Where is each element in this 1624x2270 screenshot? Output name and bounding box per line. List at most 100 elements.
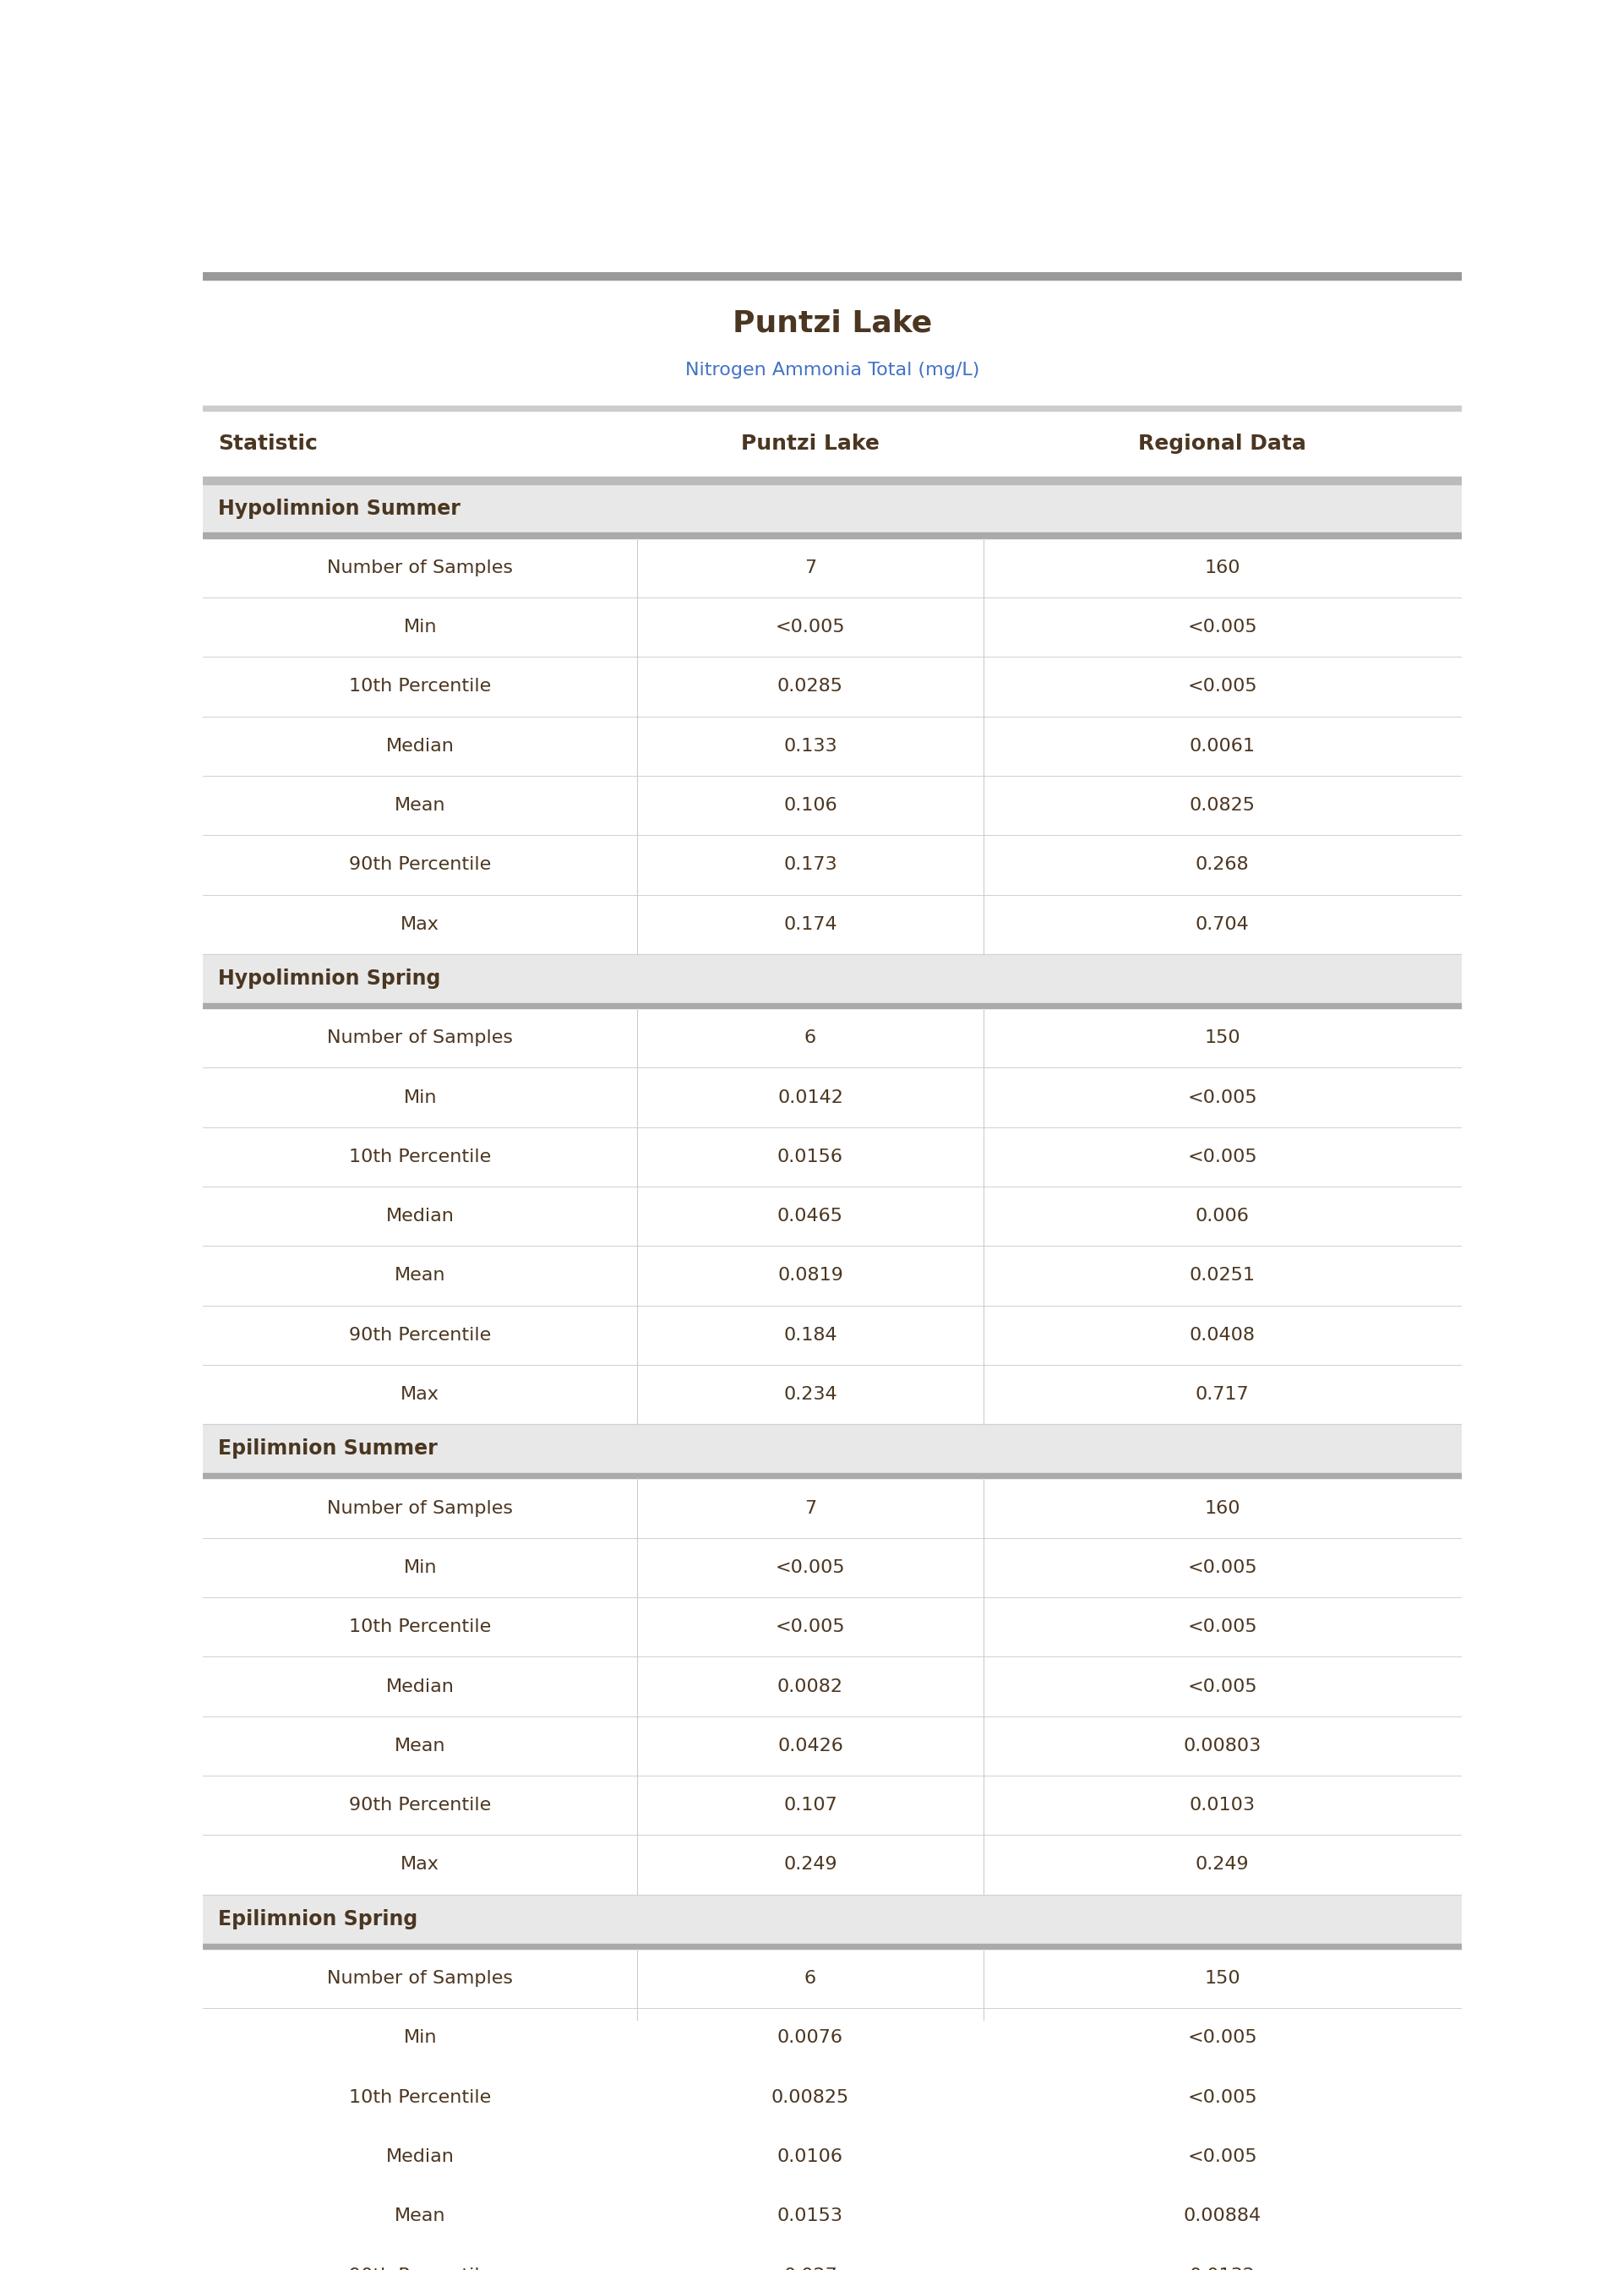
Text: Median: Median	[387, 2147, 455, 2166]
Text: <0.005: <0.005	[1187, 1149, 1257, 1165]
Text: <0.005: <0.005	[1187, 679, 1257, 695]
Text: Nitrogen Ammonia Total (mg/L): Nitrogen Ammonia Total (mg/L)	[685, 361, 979, 379]
Bar	[203, 953, 1462, 1003]
Text: 0.174: 0.174	[783, 915, 836, 933]
Text: 90th Percentile: 90th Percentile	[349, 2268, 490, 2270]
Text: 0.0082: 0.0082	[778, 1678, 843, 1696]
Bar	[203, 1895, 1462, 1943]
Text: Epilimnion Spring: Epilimnion Spring	[218, 1909, 417, 1930]
Text: <0.005: <0.005	[1187, 1559, 1257, 1575]
Bar	[203, 484, 1462, 533]
Text: 0.133: 0.133	[783, 738, 836, 754]
Text: 160: 160	[1205, 558, 1241, 577]
Text: 0.0061: 0.0061	[1189, 738, 1255, 754]
Text: Number of Samples: Number of Samples	[326, 1970, 513, 1986]
Text: Mean: Mean	[395, 1267, 445, 1285]
Bar	[203, 477, 1462, 484]
Text: Min: Min	[403, 1090, 437, 1105]
Bar	[203, 1003, 1462, 1008]
Text: 0.00825: 0.00825	[771, 2088, 849, 2107]
Text: Max: Max	[401, 1387, 440, 1403]
Text: 10th Percentile: 10th Percentile	[349, 2088, 490, 2107]
Text: Hypolimnion Summer: Hypolimnion Summer	[218, 497, 461, 518]
Text: 0.249: 0.249	[783, 1857, 836, 1873]
Text: 0.00884: 0.00884	[1184, 2209, 1262, 2225]
Text: 0.00803: 0.00803	[1184, 1737, 1262, 1755]
Bar	[203, 406, 1462, 411]
Text: Max: Max	[401, 915, 440, 933]
Text: Mean: Mean	[395, 1737, 445, 1755]
Text: 10th Percentile: 10th Percentile	[349, 679, 490, 695]
Text: 0.173: 0.173	[783, 856, 836, 874]
Text: Mean: Mean	[395, 797, 445, 815]
Text: 0.0251: 0.0251	[1189, 1267, 1255, 1285]
Text: 0.0408: 0.0408	[1189, 1326, 1255, 1344]
Text: 6: 6	[804, 1031, 817, 1046]
Text: 6: 6	[804, 1970, 817, 1986]
Bar	[203, 1473, 1462, 1478]
Text: 0.106: 0.106	[783, 797, 838, 815]
Text: 0.0285: 0.0285	[778, 679, 843, 695]
Text: Median: Median	[387, 738, 455, 754]
Text: 90th Percentile: 90th Percentile	[349, 1798, 490, 1814]
Bar	[203, 533, 1462, 538]
Text: 160: 160	[1205, 1500, 1241, 1516]
Bar	[203, 272, 1462, 279]
Text: Statistic: Statistic	[218, 434, 318, 454]
Text: 150: 150	[1205, 1970, 1241, 1986]
Text: <0.005: <0.005	[775, 1559, 844, 1575]
Text: 10th Percentile: 10th Percentile	[349, 1149, 490, 1165]
Text: 7: 7	[804, 558, 817, 577]
Text: <0.005: <0.005	[1187, 2088, 1257, 2107]
Text: <0.005: <0.005	[1187, 1619, 1257, 1634]
Text: <0.005: <0.005	[1187, 1678, 1257, 1696]
Text: Regional Data: Regional Data	[1138, 434, 1306, 454]
Text: Number of Samples: Number of Samples	[326, 1031, 513, 1046]
Text: 0.0156: 0.0156	[778, 1149, 843, 1165]
Text: <0.005: <0.005	[775, 620, 844, 636]
Text: 90th Percentile: 90th Percentile	[349, 856, 490, 874]
Text: 90th Percentile: 90th Percentile	[349, 1326, 490, 1344]
Text: Min: Min	[403, 2029, 437, 2045]
Text: 10th Percentile: 10th Percentile	[349, 1619, 490, 1634]
Text: Min: Min	[403, 1559, 437, 1575]
Text: <0.005: <0.005	[1187, 2029, 1257, 2045]
Text: Median: Median	[387, 1678, 455, 1696]
Text: 0.027: 0.027	[783, 2268, 838, 2270]
Text: <0.005: <0.005	[1187, 620, 1257, 636]
Text: 0.0103: 0.0103	[1189, 1798, 1255, 1814]
Text: Epilimnion Summer: Epilimnion Summer	[218, 1439, 437, 1460]
Text: Median: Median	[387, 1208, 455, 1226]
Text: <0.005: <0.005	[775, 1619, 844, 1634]
Text: Puntzi Lake: Puntzi Lake	[732, 309, 932, 338]
Text: 0.184: 0.184	[783, 1326, 836, 1344]
Text: Mean: Mean	[395, 2209, 445, 2225]
Text: Hypolimnion Spring: Hypolimnion Spring	[218, 969, 440, 990]
Text: <0.005: <0.005	[1187, 2147, 1257, 2166]
Text: 0.0819: 0.0819	[778, 1267, 843, 1285]
Text: Number of Samples: Number of Samples	[326, 558, 513, 577]
Text: 0.0465: 0.0465	[778, 1208, 843, 1226]
Text: 150: 150	[1205, 1031, 1241, 1046]
Text: 0.0132: 0.0132	[1189, 2268, 1255, 2270]
Text: 0.006: 0.006	[1195, 1208, 1249, 1226]
Bar	[203, 1943, 1462, 1948]
Text: 0.704: 0.704	[1195, 915, 1249, 933]
Text: 0.107: 0.107	[783, 1798, 838, 1814]
Text: 0.249: 0.249	[1195, 1857, 1249, 1873]
Text: Min: Min	[403, 620, 437, 636]
Text: 0.0426: 0.0426	[778, 1737, 843, 1755]
Text: Puntzi Lake: Puntzi Lake	[741, 434, 880, 454]
Text: 0.234: 0.234	[783, 1387, 836, 1403]
Text: 0.0076: 0.0076	[778, 2029, 843, 2045]
Text: 0.268: 0.268	[1195, 856, 1249, 874]
Bar	[203, 1423, 1462, 1473]
Text: 0.0153: 0.0153	[778, 2209, 843, 2225]
Text: 0.0106: 0.0106	[778, 2147, 843, 2166]
Text: Max: Max	[401, 1857, 440, 1873]
Text: <0.005: <0.005	[1187, 1090, 1257, 1105]
Text: 0.0142: 0.0142	[778, 1090, 843, 1105]
Text: Number of Samples: Number of Samples	[326, 1500, 513, 1516]
Text: 7: 7	[804, 1500, 817, 1516]
Text: 0.717: 0.717	[1195, 1387, 1249, 1403]
